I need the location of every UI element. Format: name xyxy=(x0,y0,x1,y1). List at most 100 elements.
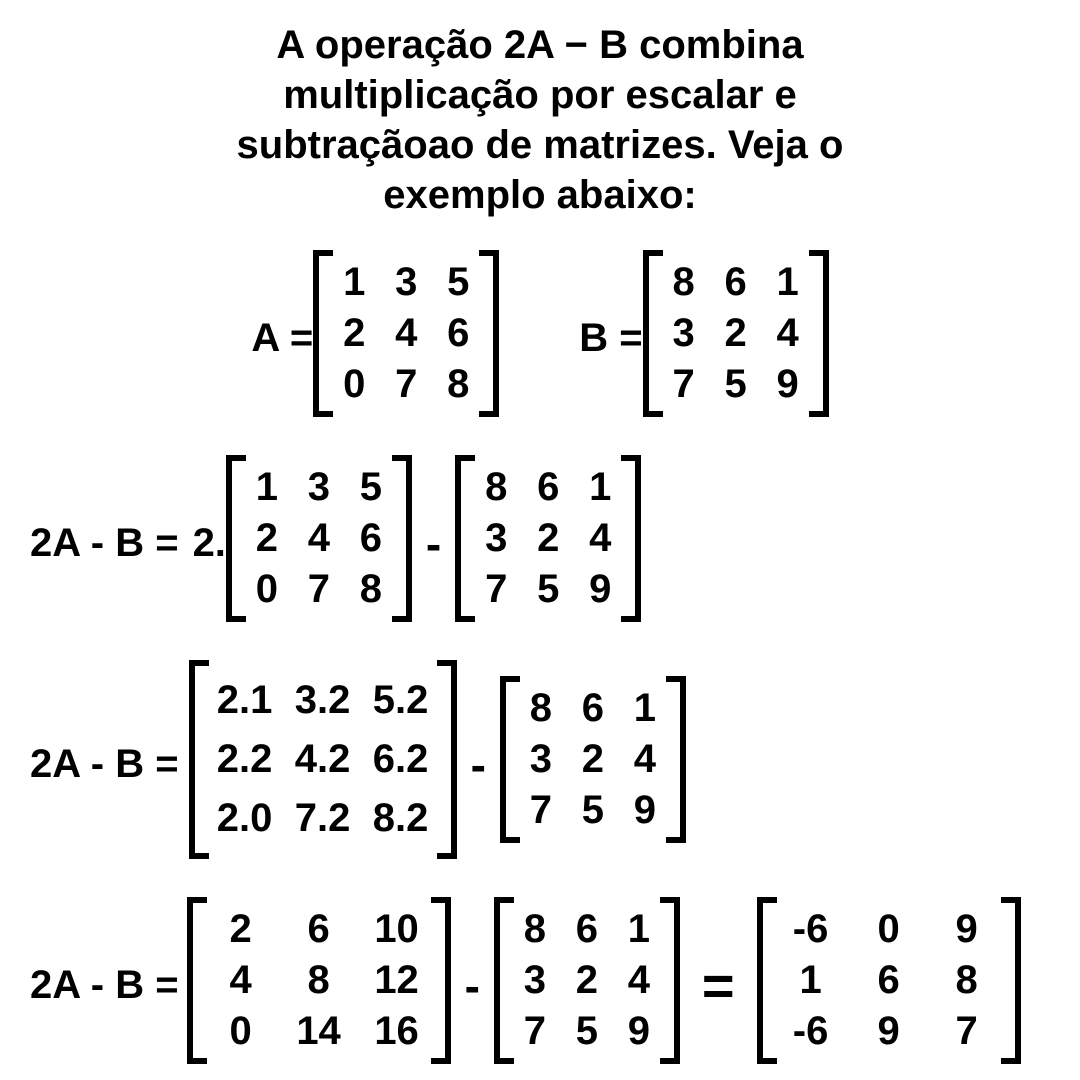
matrix-cell: 2.2 xyxy=(215,737,275,782)
matrix-cell: 8 xyxy=(518,907,552,952)
matrix-cell: 6 xyxy=(289,907,349,952)
row-step3: 2A - B = 2610481201416 - 861324759 = -60… xyxy=(30,897,1050,1074)
matrix-cell: 4 xyxy=(302,516,336,561)
matrix-cell: 4 xyxy=(628,737,662,782)
minus-3: - xyxy=(465,959,480,1013)
matrix-cell: 2 xyxy=(570,958,604,1003)
row-step2: 2A - B = 2.13.25.22.24.26.22.07.28.2 - 8… xyxy=(30,660,1050,869)
matrix-cell: 1 xyxy=(583,465,617,510)
matrix-cell: 3 xyxy=(302,465,336,510)
matrix-cell: 7 xyxy=(389,362,423,407)
matrix-cell: 4 xyxy=(622,958,656,1003)
matrix-cell: -6 xyxy=(781,907,841,952)
matrix-cell: 8 xyxy=(479,465,513,510)
title-line-3: subtraçãoao de matrizes. Veja o xyxy=(237,123,844,167)
row-definitions: A = 135246078 B = 861324759 xyxy=(30,250,1050,427)
row-step1: 2A - B = 2. 135246078 - 861324759 xyxy=(30,455,1050,632)
matrix-A: 135246078 xyxy=(313,250,499,427)
matrix-cell: 6 xyxy=(441,311,475,356)
matrix-cell: 8.2 xyxy=(371,796,431,841)
matrix-cell: 12 xyxy=(367,958,427,1003)
matrix-cell: 8 xyxy=(524,686,558,731)
matrix-result: -609168-697 xyxy=(757,897,1021,1074)
matrix-cell: 0 xyxy=(250,567,284,612)
title-line-1: A operação 2A − B combina xyxy=(276,23,803,67)
matrix-cell: 1 xyxy=(628,686,662,731)
matrix-cell: 14 xyxy=(289,1009,349,1054)
matrix-cell: 7 xyxy=(667,362,701,407)
label-A: A = xyxy=(251,316,313,361)
matrix-B-copy3: 861 324 759 xyxy=(494,897,680,1074)
matrix-cell: -6 xyxy=(781,1009,841,1054)
matrix-cell: 1 xyxy=(781,958,841,1003)
matrix-cell: 9 xyxy=(771,362,805,407)
equals-final: = xyxy=(702,953,735,1018)
matrix-B-copy2: 861324759 xyxy=(500,676,686,853)
page-title: A operação 2A − B combina multiplicação … xyxy=(130,20,950,220)
matrix-cell: 8 xyxy=(441,362,475,407)
matrix-cell: 6 xyxy=(859,958,919,1003)
matrix-cell: 5.2 xyxy=(371,678,431,723)
matrix-cell: 3.2 xyxy=(293,678,353,723)
matrix-cell: 3 xyxy=(389,260,423,305)
label-expr-3: 2A - B = xyxy=(30,963,179,1008)
matrix-cell: 4 xyxy=(211,958,271,1003)
label-B: B = xyxy=(579,316,642,361)
matrix-B: 861324759 xyxy=(643,250,829,427)
matrix-cell: 1 xyxy=(771,260,805,305)
matrix-cell: 1 xyxy=(250,465,284,510)
matrix-B-copy1: 861 324 759 xyxy=(455,455,641,632)
matrix-cell: 2 xyxy=(337,311,371,356)
matrix-cell: 7.2 xyxy=(293,796,353,841)
minus-1: - xyxy=(426,517,441,571)
matrix-cell: 7 xyxy=(518,1009,552,1054)
matrix-cell: 2.1 xyxy=(215,678,275,723)
matrix-cell: 6 xyxy=(576,686,610,731)
matrix-cell: 9 xyxy=(622,1009,656,1054)
matrix-cell: 6 xyxy=(719,260,753,305)
matrix-cell: 8 xyxy=(937,958,997,1003)
matrix-cell: 5 xyxy=(354,465,388,510)
label-expr-1: 2A - B = xyxy=(30,521,179,566)
matrix-cell: 8 xyxy=(354,567,388,612)
matrix-cell: 4 xyxy=(583,516,617,561)
matrix-cell: 3 xyxy=(524,737,558,782)
matrix-cell: 2 xyxy=(250,516,284,561)
matrix-cell: 4 xyxy=(771,311,805,356)
matrix-cell: 1 xyxy=(622,907,656,952)
matrix-cell: 8 xyxy=(289,958,349,1003)
matrix-cell: 9 xyxy=(859,1009,919,1054)
label-expr-2: 2A - B = xyxy=(30,742,179,787)
matrix-cell: 7 xyxy=(302,567,336,612)
matrix-A-copy: 135246078 xyxy=(226,455,412,632)
matrix-cell: 16 xyxy=(367,1009,427,1054)
matrix-cell: 9 xyxy=(628,788,662,833)
title-line-2: multiplicação por escalar e xyxy=(283,73,797,117)
matrix-cell: 2 xyxy=(576,737,610,782)
matrix-cell: 4 xyxy=(389,311,423,356)
matrix-cell: 7 xyxy=(937,1009,997,1054)
matrix-cell: 9 xyxy=(583,567,617,612)
matrix-cell: 5 xyxy=(441,260,475,305)
matrix-cell: 5 xyxy=(531,567,565,612)
matrix-cell: 2 xyxy=(211,907,271,952)
matrix-cell: 7 xyxy=(479,567,513,612)
matrix-cell: 6 xyxy=(531,465,565,510)
matrix-cell: 3 xyxy=(518,958,552,1003)
matrix-cell: 5 xyxy=(719,362,753,407)
title-line-4: exemplo abaixo: xyxy=(383,173,696,217)
matrix-cell: 9 xyxy=(937,907,997,952)
matrix-cell: 3 xyxy=(667,311,701,356)
label-two-dot: 2. xyxy=(193,521,226,566)
matrix-cell: 10 xyxy=(367,907,427,952)
matrix-cell: 3 xyxy=(479,516,513,561)
matrix-cell: 8 xyxy=(667,260,701,305)
matrix-cell: 0 xyxy=(211,1009,271,1054)
matrix-cell: 5 xyxy=(570,1009,604,1054)
matrix-cell: 6 xyxy=(570,907,604,952)
matrix-cell: 0 xyxy=(337,362,371,407)
matrix-cell: 2.0 xyxy=(215,796,275,841)
matrix-cell: 2 xyxy=(531,516,565,561)
matrix-cell: 5 xyxy=(576,788,610,833)
matrix-cell: 4.2 xyxy=(293,737,353,782)
